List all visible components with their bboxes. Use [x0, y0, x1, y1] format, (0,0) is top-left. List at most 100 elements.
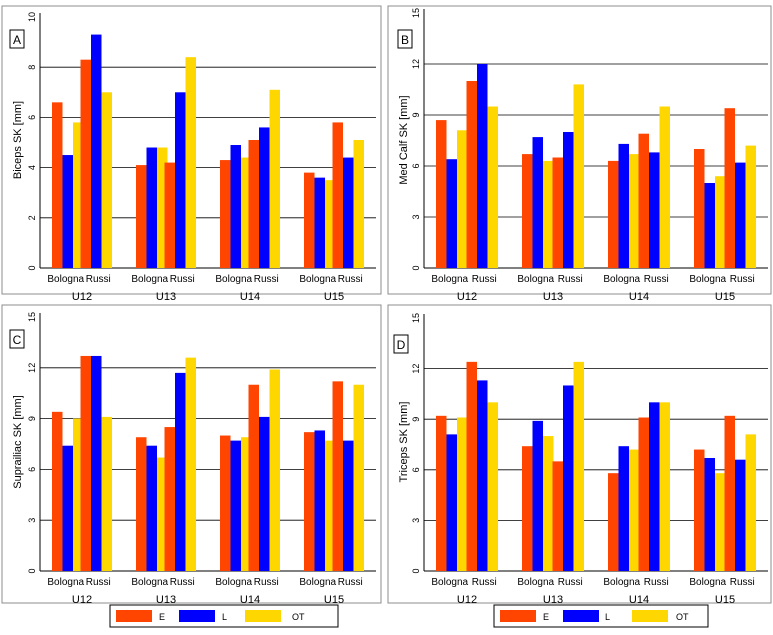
- panel-b-bar-u12-russi-l: [477, 64, 488, 268]
- panel-c-bar-u12-bologna-ot: [73, 418, 84, 571]
- panel-b-bar-u15-bologna-l: [704, 183, 715, 268]
- legend-right-swatch-l: [563, 610, 599, 622]
- panel-a-bar-u13-russi-e: [164, 162, 175, 268]
- panel-a-bar-u12-russi-ot: [101, 92, 112, 268]
- panel-b-group-label: U13: [543, 291, 563, 303]
- panel-a-bar-u12-russi-l: [91, 34, 102, 268]
- panel-d-bar-u15-bologna-e: [694, 449, 705, 571]
- panel-d-subgroup-label: Bologna: [431, 577, 468, 588]
- panel-c-bar-u13-russi-e: [164, 427, 175, 571]
- panel-a-ytick-label: 6: [27, 115, 37, 120]
- panel-c-bar-u12-bologna-e: [52, 411, 63, 571]
- panel-c-bar-u15-russi-l: [343, 440, 354, 571]
- panel-b-bar-u14-bologna-l: [618, 143, 629, 268]
- panel-c-ytick-label: 15: [27, 312, 37, 322]
- panel-b-bar-u14-russi-ot: [659, 106, 670, 268]
- legend-left-label-ot: OT: [292, 612, 305, 622]
- panel-c-bar-u15-russi-ot: [353, 384, 364, 571]
- panel-c-bar-u14-russi-l: [259, 416, 270, 571]
- panel-a-bar-u12-bologna-l: [62, 155, 73, 268]
- panel-b-bar-u13-bologna-ot: [543, 160, 554, 268]
- panel-c-subgroup-label: Russi: [338, 577, 363, 588]
- panel-d-bar-u12-russi-l: [477, 380, 488, 571]
- panel-a-bar-u14-russi-ot: [269, 89, 280, 268]
- panel-c-bar-u15-russi-e: [332, 381, 343, 571]
- panel-a-ytick-label: 4: [27, 165, 37, 170]
- panel-b-bar-u12-russi-e: [466, 81, 477, 268]
- panel-d-ytick-label: 9: [411, 417, 421, 422]
- panel-c-ytick-label: 12: [27, 363, 37, 373]
- panel-b-bar-u15-bologna-e: [694, 149, 705, 268]
- panel-a-group-label: U15: [324, 291, 344, 303]
- panel-d-bar-u14-bologna-ot: [629, 449, 640, 571]
- panel-a-bar-u13-bologna-l: [146, 147, 157, 268]
- panel-d-subgroup-label: Russi: [472, 577, 497, 588]
- panel-c-bar-u14-bologna-e: [220, 435, 231, 571]
- panel-d-bar-u14-bologna-e: [608, 473, 619, 571]
- panel-c-subgroup-label: Bologna: [215, 577, 252, 588]
- panel-c-bar-u13-russi-l: [175, 372, 186, 571]
- panel-b-subgroup-label: Russi: [472, 274, 497, 285]
- panel-a-group-label: U12: [72, 291, 92, 303]
- panel-a-subgroup-label: Bologna: [47, 274, 84, 285]
- panel-a-subgroup-label: Russi: [254, 274, 279, 285]
- legend-left-label-l: L: [222, 612, 227, 622]
- panel-d-group-label: U15: [715, 594, 735, 606]
- panel-a-bar-u15-russi-ot: [353, 139, 364, 268]
- panel-d-group-label: U14: [629, 594, 649, 606]
- panel-d-bar-u14-russi-e: [638, 417, 649, 571]
- panel-c-group-label: U13: [156, 594, 176, 606]
- panel-d-ytick-label: 6: [411, 467, 421, 472]
- panel-b-subgroup-label: Russi: [730, 274, 755, 285]
- panel-b-bar-u15-bologna-ot: [715, 176, 726, 268]
- panel-d-subgroup-label: Russi: [558, 577, 583, 588]
- panel-b-subgroup-label: Bologna: [603, 274, 640, 285]
- panel-c-bar-u14-russi-e: [248, 384, 259, 571]
- panel-b-label-box: [397, 29, 413, 49]
- panel-c-subgroup-label: Russi: [254, 577, 279, 588]
- panel-b-ytick-label: 12: [411, 59, 421, 69]
- panel-d-bar-u13-russi-l: [563, 385, 574, 571]
- panel-d-subgroup-label: Russi: [644, 577, 669, 588]
- panel-c-group-label: U14: [240, 594, 260, 606]
- panel-a-bar-u14-russi-e: [248, 139, 259, 268]
- panel-c-bar-u13-bologna-ot: [157, 457, 168, 571]
- panel-a-label-box: [9, 29, 25, 49]
- panel-b-bar-u13-bologna-l: [532, 137, 543, 268]
- panel-a-group-label: U14: [240, 291, 260, 303]
- panel-c-bar-u14-bologna-l: [230, 440, 241, 571]
- panel-c-subgroup-label: Bologna: [131, 577, 168, 588]
- panel-d-bar-u15-bologna-l: [704, 457, 715, 571]
- panel-a-bar-u14-bologna-l: [230, 145, 241, 268]
- panel-d-label: D: [397, 338, 406, 352]
- panel-a-subgroup-label: Bologna: [299, 274, 336, 285]
- panel-b-bar-u13-russi-e: [552, 157, 563, 268]
- panel-a-bar-u14-bologna-e: [220, 160, 231, 268]
- panel-c-ytick-label: 9: [27, 416, 37, 421]
- panel-a-bar-u15-bologna-e: [304, 172, 315, 268]
- panel-a-bar-u15-bologna-ot: [325, 180, 336, 268]
- legend-right-swatch-ot: [632, 610, 668, 622]
- panel-a-bar-u15-bologna-l: [314, 177, 325, 268]
- panel-d: D Triceps SK [mm] 0 3 6 9 12 15 Bologna Russi U1…: [387, 304, 772, 606]
- panel-b-bar-u12-bologna-e: [436, 120, 447, 268]
- panel-a-subgroup-label: Russi: [170, 274, 195, 285]
- panel-b: B Med Calf SK [mm] 0 3 6 9 12 15 Bologna Russi U…: [387, 5, 772, 303]
- panel-a-bar-u12-russi-e: [80, 59, 91, 268]
- panel-c-bar-u13-bologna-e: [136, 437, 147, 571]
- panel-a-ytick-label: 8: [27, 65, 37, 70]
- panel-d-bar-u14-russi-ot: [659, 402, 670, 571]
- panel-c-group-label: U15: [324, 594, 344, 606]
- legend-left-swatch-l: [179, 610, 215, 622]
- panel-d-bar-u12-bologna-l: [446, 434, 457, 571]
- panel-a-bar-u13-bologna-ot: [157, 147, 168, 268]
- panel-c-subgroup-label: Bologna: [47, 577, 84, 588]
- legend-right-label-e: E: [543, 612, 549, 622]
- legend-right: E L OT: [493, 604, 709, 628]
- panel-b-bar-u13-russi-ot: [573, 84, 584, 269]
- panel-b-bar-u12-bologna-ot: [457, 130, 468, 268]
- panel-d-subgroup-label: Bologna: [603, 577, 640, 588]
